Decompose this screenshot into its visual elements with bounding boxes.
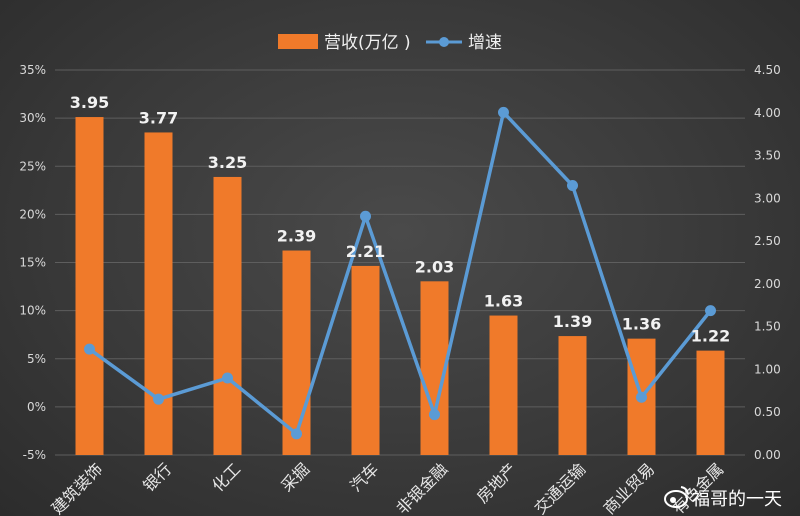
bar-data-label: 1.39 <box>553 312 592 331</box>
weibo-icon <box>664 486 689 508</box>
bar-data-label: 3.95 <box>70 93 109 112</box>
bar-data-label: 2.03 <box>415 257 454 276</box>
right-tick-label: 2.50 <box>754 234 781 248</box>
left-tick-label: 10% <box>19 304 46 318</box>
bar-data-label: 2.21 <box>346 242 385 261</box>
category-label: 房地产 <box>473 459 520 506</box>
category-label: 采掘 <box>277 459 313 495</box>
legend-line-label: 增速 <box>468 33 502 53</box>
left-tick-label: 35% <box>19 63 46 77</box>
line-point <box>567 180 578 191</box>
growth-line <box>88 110 712 436</box>
bar <box>75 117 104 456</box>
right-tick-label: 4.00 <box>754 106 781 120</box>
left-tick-label: 0% <box>27 400 46 414</box>
line-point <box>498 106 509 118</box>
right-tick-label: 3.50 <box>754 149 781 163</box>
category-label: 商业贸易 <box>600 459 659 516</box>
left-tick-label: -5% <box>23 448 46 462</box>
data-labels: 3.95 3.77 3.25 2.39 2.21 2.03 1.63 1.39 1.36 1.22 <box>70 93 730 346</box>
bar-data-label: 3.25 <box>208 153 247 172</box>
bar-data-label: 3.77 <box>139 108 178 127</box>
legend-line-marker <box>439 37 449 47</box>
legend-bar-label: 营收(万亿 ) <box>324 33 411 53</box>
right-tick-label: 1.50 <box>754 320 781 334</box>
left-tick-label: 20% <box>19 207 46 221</box>
bar <box>213 176 242 455</box>
watermark: 福哥的一天 <box>664 486 782 510</box>
right-axis-ticks: 0.00 0.50 1.00 1.50 2.00 2.50 3.00 3.50 4.00 4.50 <box>754 63 781 462</box>
line-point <box>291 428 302 440</box>
legend-bar-swatch <box>278 34 318 49</box>
category-label: 建筑装饰 <box>48 459 107 516</box>
line-series <box>84 106 716 440</box>
category-label: 化工 <box>208 459 244 495</box>
watermark-text: 福哥的一天 <box>692 489 782 510</box>
category-label: 银行 <box>139 459 175 495</box>
right-tick-label: 3.00 <box>754 191 781 205</box>
left-tick-label: 5% <box>27 352 46 366</box>
bar-series <box>75 117 725 456</box>
line-point <box>84 343 95 355</box>
category-label: 非银金融 <box>393 459 452 516</box>
bar-data-label: 1.63 <box>484 292 523 311</box>
category-label: 交通运输 <box>531 459 590 516</box>
bar <box>558 336 587 455</box>
category-labels: 建筑装饰 银行 化工 采掘 汽车 非银金融 房地产 交通运输 商业贸易 有色金属 <box>48 459 728 516</box>
line-point <box>636 391 647 403</box>
bar <box>351 265 380 455</box>
legend: 营收(万亿 ) 增速 <box>278 33 502 53</box>
left-tick-label: 15% <box>19 256 46 270</box>
left-tick-label: 30% <box>19 111 46 125</box>
line-point <box>705 305 716 317</box>
bar <box>144 132 173 455</box>
right-tick-label: 4.50 <box>754 63 781 77</box>
bar-data-label: 1.36 <box>622 315 661 334</box>
line-point <box>222 372 233 384</box>
right-tick-label: 0.00 <box>754 448 781 462</box>
right-tick-label: 2.00 <box>754 277 781 291</box>
line-point <box>360 210 371 222</box>
bar <box>489 315 518 455</box>
right-tick-label: 1.00 <box>754 362 781 376</box>
right-tick-label: 0.50 <box>754 405 781 419</box>
bar-data-label: 2.39 <box>277 227 316 246</box>
left-axis-ticks: -5% 0% 5% 10% 15% 20% 25% 30% 35% <box>19 63 46 462</box>
category-label: 汽车 <box>346 459 382 495</box>
bar-data-label: 1.22 <box>691 327 730 346</box>
bar <box>696 350 725 455</box>
left-tick-label: 25% <box>19 159 46 173</box>
line-point <box>153 393 164 405</box>
bar <box>282 250 311 455</box>
line-point <box>429 409 440 421</box>
